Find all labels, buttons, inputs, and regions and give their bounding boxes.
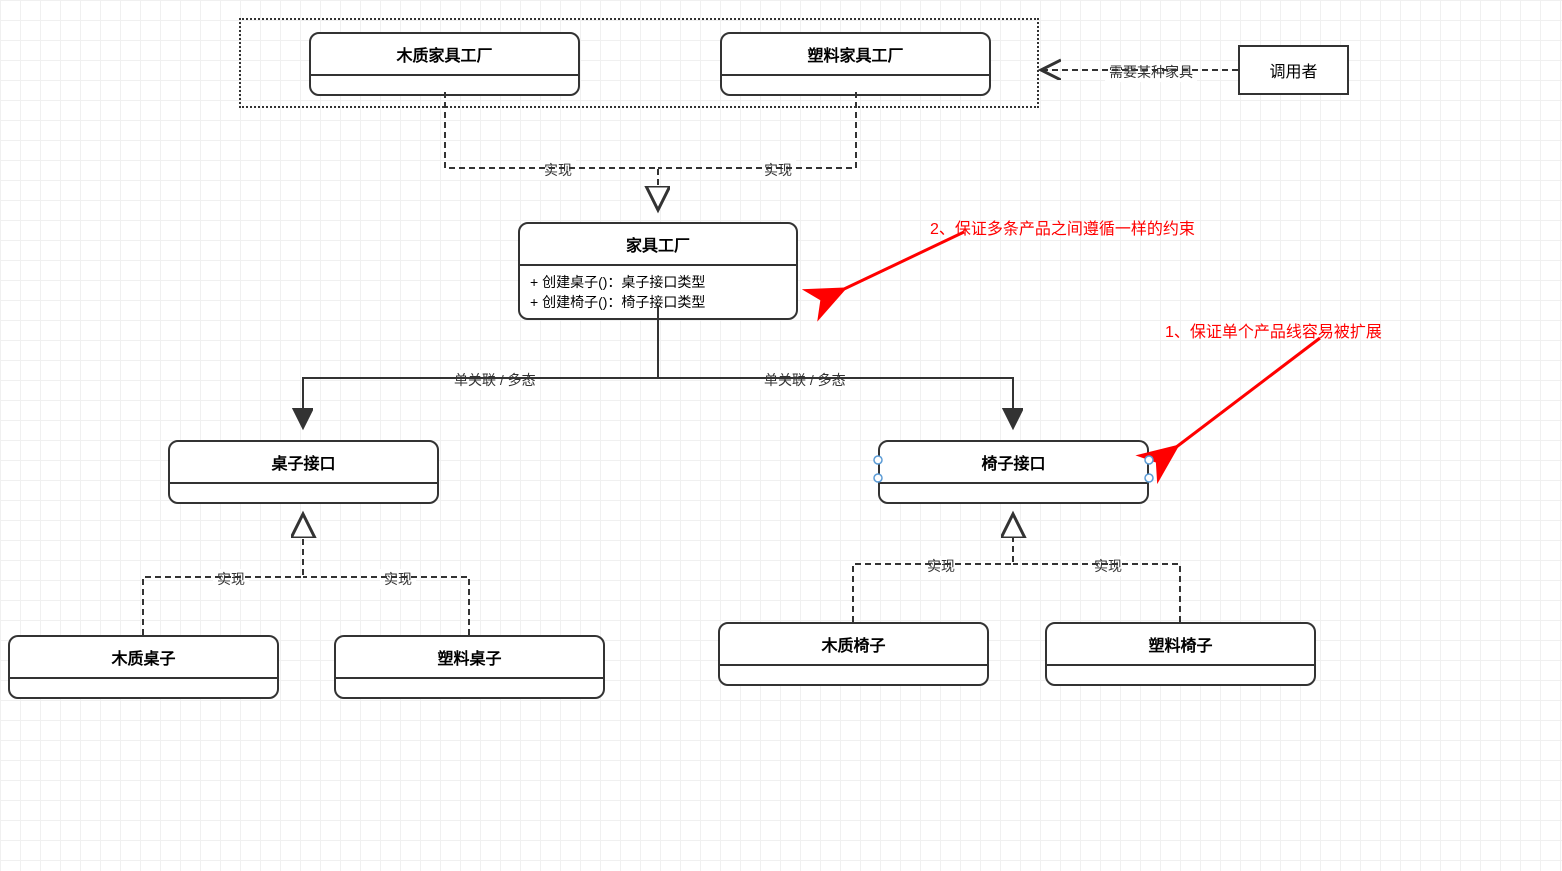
caller-box: 调用者: [1238, 45, 1349, 95]
wood-factory-class: 木质家具工厂: [309, 32, 580, 96]
wood-table-title: 木质桌子: [10, 637, 277, 679]
caller-label: 调用者: [1269, 58, 1317, 82]
annotation-arrow-2: [842, 232, 964, 290]
chair-interface-body: [880, 484, 1147, 502]
edge-label-assoc-table: 单关联 / 多态: [450, 370, 540, 390]
table-interface-body: [170, 484, 437, 502]
annotation-note2: 2、保证多条产品之间遵循一样的约束: [930, 215, 1195, 239]
wood-table-class: 木质桌子: [8, 635, 279, 699]
wood-chair-class: 木质椅子: [718, 622, 989, 686]
chair-interface-class: 椅子接口: [878, 440, 1149, 504]
plastic-factory-title: 塑料家具工厂: [722, 34, 989, 76]
wood-table-body: [10, 679, 277, 697]
furniture-factory-body: + 创建桌子()：桌子接口类型 + 创建椅子()：椅子接口类型: [520, 266, 796, 318]
furniture-factory-title: 家具工厂: [520, 224, 796, 266]
edge-label-impl-plastic: 实现: [760, 160, 796, 180]
table-interface-class: 桌子接口: [168, 440, 439, 504]
plastic-chair-body: [1047, 666, 1314, 684]
table-interface-title: 桌子接口: [170, 442, 437, 484]
wood-factory-title: 木质家具工厂: [311, 34, 578, 76]
annotation-note1: 1、保证单个产品线容易被扩展: [1165, 318, 1382, 342]
edge-label-impl-plastictable: 实现: [380, 569, 416, 589]
plastic-factory-body: [722, 76, 989, 94]
edge-label-impl-wood: 实现: [540, 160, 576, 180]
plastic-table-body: [336, 679, 603, 697]
furniture-factory-class: 家具工厂 + 创建桌子()：桌子接口类型 + 创建椅子()：椅子接口类型: [518, 222, 798, 320]
plastic-factory-class: 塑料家具工厂: [720, 32, 991, 96]
wood-chair-body: [720, 666, 987, 684]
edge-label-need-furniture: 需要某种家具: [1105, 62, 1197, 82]
edge-label-assoc-chair: 单关联 / 多态: [760, 370, 850, 390]
annotation-arrow-1: [1175, 338, 1320, 448]
wood-chair-title: 木质椅子: [720, 624, 987, 666]
chair-interface-title: 椅子接口: [880, 442, 1147, 484]
edge-wood-impl: [445, 92, 658, 210]
edge-factory-table: [303, 306, 658, 428]
plastic-chair-title: 塑料椅子: [1047, 624, 1314, 666]
plastic-chair-class: 塑料椅子: [1045, 622, 1316, 686]
plastic-table-title: 塑料桌子: [336, 637, 603, 679]
edge-label-impl-plasticchair: 实现: [1090, 556, 1126, 576]
plastic-table-class: 塑料桌子: [334, 635, 605, 699]
edge-label-impl-woodchair: 实现: [923, 556, 959, 576]
edge-label-impl-woodtable: 实现: [213, 569, 249, 589]
diagram-edges-svg: [0, 0, 1562, 871]
wood-factory-body: [311, 76, 578, 94]
